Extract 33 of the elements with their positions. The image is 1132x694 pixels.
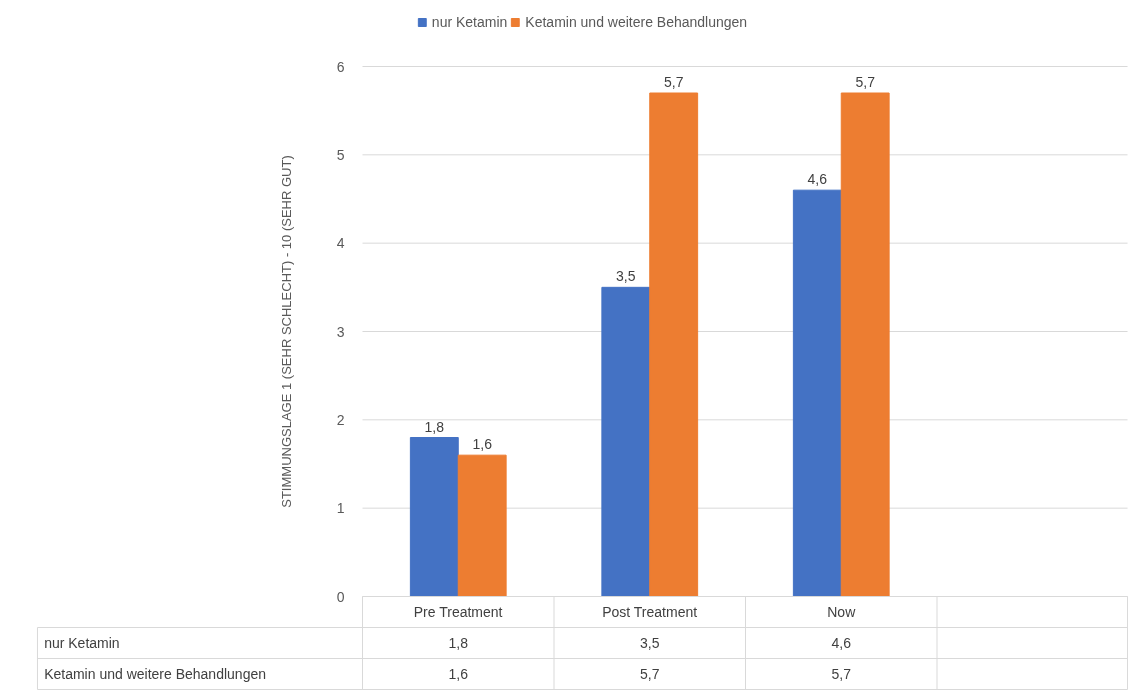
data-label: 5,7 (640, 666, 660, 682)
data-label: 4,6 (831, 635, 852, 651)
bar (601, 286, 651, 597)
x-tick-label: Post Treatment (602, 604, 698, 620)
text: 1,8 (424, 418, 445, 435)
text: 3,5 (616, 268, 636, 285)
y-tick-label: 0 (336, 588, 345, 605)
bar (792, 189, 842, 597)
y-axis-title: STIMMUNGSLAGE 1 (SEHR SCHLECHT) - 10 (SEHR GUT) (278, 155, 294, 508)
data-label: 3,5 (640, 635, 660, 651)
bar (457, 454, 507, 597)
y-tick-label: 3 (336, 323, 345, 340)
y-tick-label: 2 (336, 411, 345, 428)
data-label: 5,7 (831, 666, 852, 682)
text: 4,6 (807, 171, 828, 188)
text: nur Ketamin (44, 635, 120, 651)
legend-label: nur Ketamin (431, 14, 508, 30)
data-label: 1,6 (448, 666, 469, 682)
y-tick-label: 5 (336, 146, 345, 163)
bar (840, 92, 890, 597)
y-tick-label: 4 (336, 235, 345, 252)
bar (649, 92, 699, 597)
bar (409, 437, 459, 597)
text: 5,7 (855, 74, 875, 90)
y-tick-label: 6 (336, 58, 345, 75)
y-tick-label: 1 (336, 500, 345, 517)
x-tick-label: Pre Treatment (413, 604, 503, 620)
text: 5,7 (663, 74, 684, 90)
legend-label: Ketamin und weitere Behandlungen (525, 14, 748, 30)
text: 1,6 (472, 436, 492, 453)
data-label: 1,8 (448, 635, 469, 651)
text: Ketamin und weitere Behandlungen (44, 666, 266, 682)
x-tick-label: Now (827, 604, 857, 620)
